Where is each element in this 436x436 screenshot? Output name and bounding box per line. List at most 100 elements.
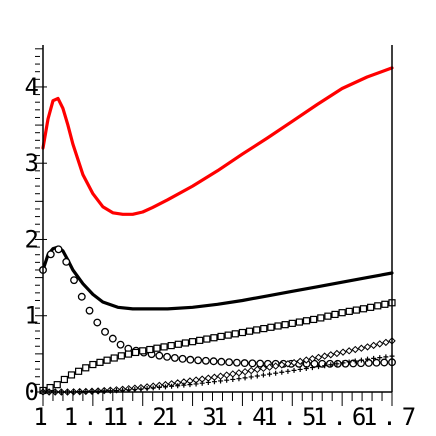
series-2-point: [248, 359, 257, 368]
series-3-point: [75, 367, 83, 375]
series-5-point: [169, 383, 175, 389]
ticks-layer: [35, 48, 393, 406]
series-3-point: [181, 339, 190, 347]
series-5-point: [328, 362, 334, 368]
series-2-point: [178, 354, 187, 363]
series-5-point: [371, 355, 377, 361]
x-tick-label: 1.5: [263, 403, 321, 431]
x-tick-label: 1.2: [114, 403, 172, 431]
series-3-point: [124, 350, 133, 358]
series-3-point: [146, 345, 154, 354]
series-4-point: [345, 347, 353, 355]
series-5-point: [334, 361, 340, 367]
series-4-point: [259, 364, 268, 373]
series-3-point: [324, 312, 332, 320]
series-4-point: [357, 344, 366, 352]
series-5-point: [260, 372, 266, 378]
series-3-point: [345, 307, 353, 315]
series-4-point: [247, 366, 255, 375]
series-4-point: [290, 358, 298, 367]
series-2-point: [256, 359, 265, 368]
series-4-point: [339, 348, 347, 356]
series-4-point: [271, 362, 280, 370]
y-tick-label: 4: [25, 73, 39, 101]
series-3-point: [217, 332, 225, 341]
series-5-point: [187, 382, 193, 388]
series-5-point: [230, 376, 236, 382]
series-5-point: [316, 364, 322, 370]
series-3-point: [188, 338, 197, 346]
series-5-point: [346, 359, 352, 365]
series-3-point: [253, 326, 261, 334]
series-3-point: [174, 340, 182, 348]
series-3-point: [139, 347, 147, 355]
series-2-point: [201, 356, 210, 365]
series-2-point: [93, 318, 102, 327]
series-5-point: [267, 371, 273, 377]
series-2-point: [70, 276, 78, 285]
series-2-point: [170, 353, 179, 362]
series-3-point: [60, 375, 68, 384]
series-3-point: [317, 314, 325, 322]
series-4-point: [284, 360, 292, 368]
series-3-point: [224, 331, 232, 339]
series-4-point: [351, 345, 359, 354]
series-4-point: [265, 363, 274, 371]
series-2-point: [54, 245, 63, 254]
series-2-point: [163, 352, 172, 361]
series-2-point: [225, 358, 234, 367]
series-4-point: [296, 357, 304, 366]
series-5-point: [303, 366, 309, 372]
series-5-point: [297, 366, 303, 372]
y-tick-label: 3: [25, 149, 39, 177]
series-4-point: [382, 338, 390, 347]
series-5-point: [377, 355, 383, 361]
series-5-point: [365, 356, 371, 362]
series-3-point: [103, 356, 111, 364]
series-2-point: [116, 340, 125, 349]
series-2-point: [232, 358, 241, 367]
series-2-point: [380, 358, 389, 367]
series-5-point: [224, 377, 230, 383]
series-3-point: [96, 358, 104, 366]
series-5-point: [132, 386, 138, 392]
series-5-point: [358, 357, 364, 363]
series-4-point: [327, 351, 335, 359]
series-2-point: [209, 357, 218, 366]
series-2-point: [372, 358, 381, 367]
series-3-point: [196, 336, 204, 344]
series-5-point: [193, 381, 199, 387]
series-3-point: [89, 360, 97, 369]
series-3-point: [352, 306, 360, 314]
series-4-point: [320, 352, 329, 360]
series-5-point: [273, 370, 279, 376]
series-4-point: [333, 349, 341, 358]
y-tick-label: 2: [25, 225, 39, 253]
y-tick-label: 1: [25, 302, 39, 330]
x-tick-label: 1: [33, 403, 52, 431]
series-4-point: [363, 343, 372, 351]
series-5-point: [309, 365, 315, 371]
series-3-point: [331, 310, 339, 319]
series-5-point: [285, 368, 291, 374]
series-0-line: [41, 66, 394, 216]
series-4-point: [235, 369, 243, 377]
series-5-point: [205, 379, 211, 385]
series-4-point: [302, 356, 310, 364]
x-tick-label: 1.1: [64, 403, 122, 431]
series-4-point: [308, 355, 317, 363]
series-3-point: [117, 352, 125, 360]
series-2-point: [101, 327, 109, 336]
series-2-point: [77, 292, 86, 301]
series-3-point: [274, 322, 282, 330]
series-3-point: [131, 348, 140, 357]
x-tick-label: 1.7: [363, 403, 421, 431]
series-3-point: [374, 302, 382, 310]
series-3-point: [167, 341, 175, 350]
series-5-point: [242, 375, 248, 381]
series-3-point: [231, 330, 239, 338]
series-3-point: [295, 318, 304, 326]
series-5-point: [340, 360, 346, 366]
